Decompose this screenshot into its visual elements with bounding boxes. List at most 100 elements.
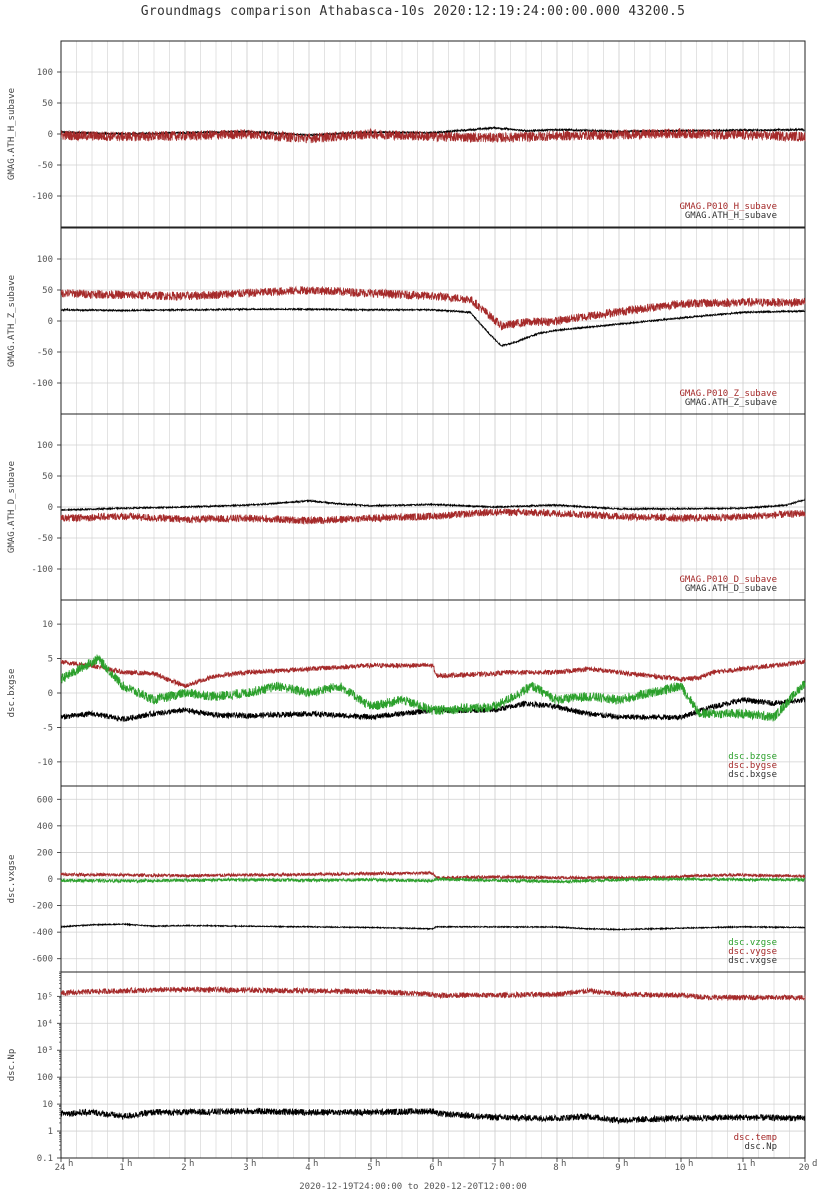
- panel-3: 1050-5-10dsc.bxgsedsc.bxgsedsc.bygsedsc.…: [7, 599, 806, 787]
- x-tick-suffix: h: [313, 1159, 318, 1169]
- x-tick-suffix: h: [189, 1159, 194, 1169]
- series-line-gmag-p010-d-subave: [60, 507, 806, 526]
- y-tick-label: -50: [37, 348, 53, 358]
- y-tick-label: 50: [42, 472, 53, 482]
- x-tick-suffix: d: [812, 1159, 817, 1169]
- x-tick-label: 8: [553, 1163, 558, 1173]
- x-tick-label: 7: [491, 1163, 496, 1173]
- legend-entry: GMAG.ATH_Z_subave: [685, 398, 777, 408]
- x-tick-label: 20: [799, 1163, 810, 1173]
- y-tick-label: 0: [48, 317, 53, 327]
- y-axis-label: dsc.bxgse: [7, 669, 17, 718]
- y-tick-label: 50: [42, 99, 53, 109]
- y-tick-label: 10³: [37, 1046, 53, 1056]
- x-tick-label: 2: [181, 1163, 186, 1173]
- series-line-dsc-vxgse: [60, 922, 806, 932]
- panel-2: 100 50 0 -50 -100 GMAG.ATH_D_subave GMAG.ATH_D…: [7, 413, 806, 601]
- x-tick-label: 10: [675, 1163, 686, 1173]
- y-tick-label: 100: [37, 68, 53, 78]
- panel-1: 100 50 0 -50 -100 GMAG.ATH_Z_subave GMAG.ATH_Z…: [7, 227, 806, 415]
- y-tick-label: -400: [31, 928, 53, 938]
- x-tick-label: 9: [615, 1163, 620, 1173]
- y-tick-label: 10⁵: [37, 992, 53, 1002]
- legend-entry: dsc.bxgse: [728, 770, 777, 780]
- y-tick-label: -200: [31, 902, 53, 912]
- legend-entry: dsc.temp: [734, 1133, 777, 1143]
- legend-entry: dsc.bygse: [728, 761, 777, 771]
- y-tick-label: -5: [42, 723, 53, 733]
- series-line-gmag-ath-z-subave: [60, 307, 806, 348]
- y-tick-label: 100: [37, 255, 53, 265]
- legend-entry: dsc.Np: [744, 1142, 777, 1152]
- x-range-label: 2020-12-19T24:00:00 to 2020-12-20T12:00:…: [299, 1182, 527, 1192]
- x-tick-suffix: h: [750, 1159, 755, 1169]
- y-axis-label: dsc.vxgse: [7, 855, 17, 904]
- y-tick-label: -600: [31, 955, 53, 965]
- y-tick-label: 10: [42, 1100, 53, 1110]
- y-axis-label: GMAG.ATH_Z_subave: [7, 275, 17, 367]
- x-tick-suffix: h: [623, 1159, 628, 1169]
- series-line-dsc-bzgse: [60, 654, 806, 722]
- y-tick-label: 10: [42, 620, 53, 630]
- x-tick-suffix: h: [375, 1159, 380, 1169]
- legend-entry: dsc.vygse: [728, 947, 777, 957]
- legend-entry: dsc.vzgse: [728, 938, 777, 948]
- chart-title: Groundmags comparison Athabasca-10s 2020…: [140, 4, 686, 19]
- series-line-dsc-vzgse: [60, 876, 806, 885]
- x-tick-label: 4: [305, 1163, 310, 1173]
- y-tick-label: 0: [48, 689, 53, 699]
- y-tick-label: 5: [48, 655, 53, 665]
- legend-entry: dsc.bzgse: [728, 752, 777, 762]
- x-tick-label: 11: [737, 1163, 748, 1173]
- x-tick-suffix: h: [437, 1159, 442, 1169]
- y-tick-label: 0.1: [37, 1154, 53, 1164]
- y-tick-label: 100: [37, 441, 53, 451]
- y-tick-label: 400: [37, 822, 53, 832]
- x-tick-suffix: h: [688, 1159, 693, 1169]
- y-tick-label: -50: [37, 534, 53, 544]
- y-tick-label: 600: [37, 795, 53, 805]
- x-tick-suffix: h: [561, 1159, 566, 1169]
- x-tick-suffix: h: [499, 1159, 504, 1169]
- y-tick-label: 100: [37, 1073, 53, 1083]
- series-line-gmag-p010-z-subave: [60, 285, 806, 331]
- x-tick-suffix: h: [68, 1159, 73, 1169]
- y-tick-label: -100: [31, 379, 53, 389]
- legend-entry: GMAG.ATH_D_subave: [685, 584, 777, 594]
- x-tick-suffix: h: [251, 1159, 256, 1169]
- y-axis-label: GMAG.ATH_D_subave: [7, 461, 17, 553]
- y-tick-label: -100: [31, 565, 53, 575]
- x-tick-label: 24: [55, 1163, 66, 1173]
- series-line-dsc-bygse: [60, 658, 806, 689]
- y-tick-label: 0: [48, 503, 53, 513]
- legend-entry: GMAG.P010_H_subave: [679, 202, 777, 212]
- x-tick-suffix: h: [127, 1159, 132, 1169]
- x-tick-label: 6: [429, 1163, 434, 1173]
- y-tick-label: -50: [37, 161, 53, 171]
- y-tick-label: -10: [37, 758, 53, 768]
- series-line-dsc-np: [60, 1107, 806, 1125]
- y-tick-label: -100: [31, 192, 53, 202]
- y-axis-label: dsc.Np: [7, 1049, 17, 1082]
- panel-4: 600 400 200 0 -200 -400 -600 dsc.vxgse dsc.vxgse…: [7, 785, 806, 973]
- series-line-gmag-ath-d-subave: [60, 497, 806, 512]
- series-line-gmag-p010-h-subave: [60, 127, 806, 144]
- series-line-dsc-temp: [60, 985, 806, 1001]
- x-tick-label: 3: [243, 1163, 248, 1173]
- y-tick-label: 1: [48, 1127, 53, 1137]
- panel-0: 100 50 0 -50 -100 GMAG.ATH_H_subave GMAG.ATH_H…: [7, 40, 806, 228]
- y-tick-label: 200: [37, 848, 53, 858]
- y-axis-label: GMAG.ATH_H_subave: [7, 88, 17, 180]
- legend-entry: GMAG.ATH_H_subave: [685, 211, 777, 221]
- y-tick-label: 10⁴: [37, 1019, 53, 1029]
- legend-entry: GMAG.P010_D_subave: [679, 575, 777, 585]
- y-tick-label: 0: [48, 875, 53, 885]
- x-tick-label: 1: [119, 1163, 124, 1173]
- y-tick-label: 0: [48, 130, 53, 140]
- x-tick-label: 5: [367, 1163, 372, 1173]
- legend-entry: GMAG.P010_Z_subave: [679, 389, 777, 399]
- y-tick-label: 50: [42, 286, 53, 296]
- legend-entry: dsc.vxgse: [728, 956, 777, 966]
